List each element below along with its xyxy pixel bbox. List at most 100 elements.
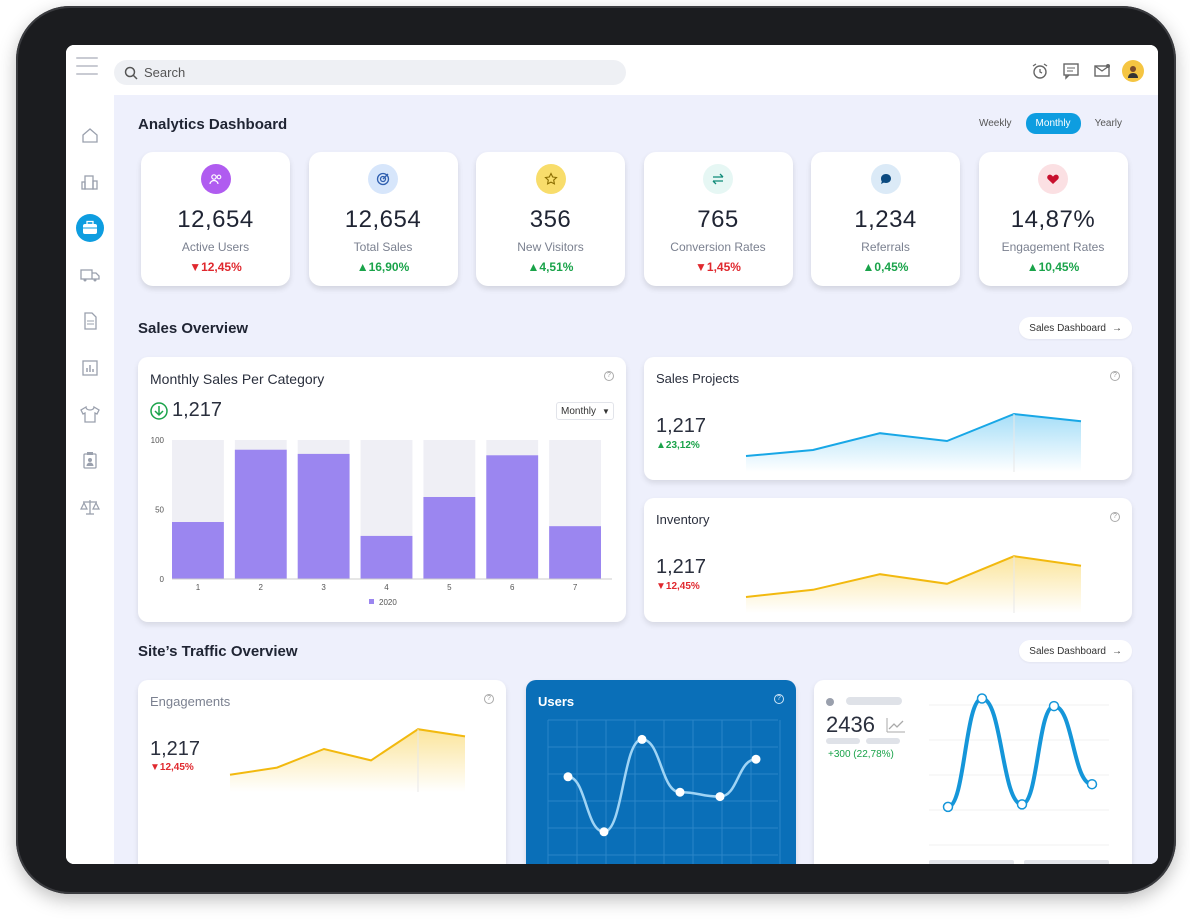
series-line: [947, 696, 1093, 809]
document-icon[interactable]: [76, 307, 104, 335]
sales-projects-title: Sales Projects: [656, 371, 740, 386]
kpi-value: 356: [529, 206, 572, 233]
traffic-overview-title: Site’s Traffic Overview: [138, 643, 298, 660]
area-fill: [230, 729, 465, 792]
kpi-card[interactable]: 12,654 Total Sales ▲16,90%: [308, 152, 458, 286]
data-point: [1086, 778, 1098, 790]
caret-down-icon: ▼: [602, 406, 610, 416]
top-bar: Search: [66, 45, 1158, 95]
stats-value: 2436: [826, 712, 875, 737]
star-icon: [535, 164, 566, 194]
shirt-icon[interactable]: [76, 400, 104, 428]
inventory-card: Inventory ? 1,217 ▼12,45%: [644, 498, 1132, 622]
bar: [486, 455, 539, 579]
message-icon[interactable]: [1060, 61, 1081, 82]
y-tick-label: 50: [155, 506, 164, 515]
help-icon[interactable]: ?: [774, 694, 784, 704]
data-point: [976, 693, 988, 704]
bar: [297, 453, 350, 579]
trend-icon: [886, 718, 905, 733]
period-dropdown[interactable]: Monthly ▼: [556, 402, 614, 420]
pie-icon: [826, 698, 834, 706]
kpi-value: 14,87%: [1010, 206, 1096, 233]
search-input[interactable]: Search: [114, 60, 626, 85]
clipboard-user-icon[interactable]: [76, 446, 104, 474]
scale-icon[interactable]: [76, 493, 104, 521]
kpi-label: Engagement Rates: [1001, 240, 1105, 254]
kpi-value: 12,654: [344, 206, 422, 233]
users-title: Users: [538, 694, 575, 709]
kpi-card[interactable]: 14,87% Engagement Rates ▲10,45%: [978, 152, 1128, 286]
stats-card: 2436 +300 (22,78%): [814, 680, 1132, 864]
dropdown-label: Monthly: [561, 405, 597, 417]
sales-projects-change: ▲23,12%: [656, 440, 700, 451]
help-icon[interactable]: ?: [1110, 512, 1120, 522]
sales-dashboard-button[interactable]: Sales Dashboard →: [1019, 317, 1132, 339]
kpi-label: New Visitors: [517, 240, 584, 254]
exchange-icon: [703, 164, 733, 194]
kpi-value: 765: [697, 206, 739, 233]
series-line: [229, 728, 466, 776]
target-icon: [368, 164, 398, 194]
dashboard-title: Analytics Dashboard: [138, 116, 288, 133]
arrow-down-circle-icon: [150, 401, 168, 420]
data-point: [675, 787, 685, 797]
x-tick-label: 6: [510, 583, 515, 592]
x-tick-label: 1: [196, 583, 201, 592]
data-point: [751, 754, 761, 764]
kpi-label: Referrals: [861, 240, 910, 254]
help-icon[interactable]: ?: [1110, 371, 1120, 381]
search-icon: [124, 66, 138, 80]
kpi-change: ▲0,45%: [862, 260, 909, 274]
period-monthly[interactable]: Monthly: [1025, 113, 1081, 134]
kpi-card[interactable]: 1,234 Referrals ▲0,45%: [811, 152, 960, 286]
arrow-right-icon: →: [1112, 645, 1122, 657]
users-card: Users ?: [526, 680, 796, 864]
search-placeholder: Search: [144, 65, 186, 80]
menu-icon[interactable]: [76, 57, 98, 75]
building-icon[interactable]: [76, 168, 104, 196]
kpi-card[interactable]: 765 Conversion Rates ▼1,45%: [643, 152, 793, 286]
home-icon[interactable]: [76, 121, 104, 149]
avatar[interactable]: [1122, 60, 1144, 82]
monthly-sales-value: 1,217: [172, 399, 223, 421]
kpi-change: ▲10,45%: [1026, 260, 1080, 274]
main-content: Analytics Dashboard Weekly Monthly Yearl…: [114, 95, 1158, 864]
legend-label: 2020: [379, 598, 397, 607]
inventory-chart: [745, 555, 1082, 613]
sales-projects-card: Sales Projects ? 1,217 ▲23,12%: [644, 357, 1132, 480]
period-yearly[interactable]: Yearly: [1094, 118, 1122, 129]
help-icon[interactable]: ?: [484, 694, 494, 704]
users-chart: [547, 719, 781, 864]
help-icon[interactable]: ?: [604, 371, 614, 381]
report-icon[interactable]: [76, 354, 104, 382]
tablet-frame: Search Analytics Dashboard Weekly Monthl…: [16, 6, 1176, 894]
data-point: [942, 801, 954, 813]
kpi-card[interactable]: 356 New Visitors ▲4,51%: [476, 152, 625, 286]
mail-icon[interactable]: [1091, 61, 1112, 82]
data-point: [1016, 799, 1028, 810]
kpi-change: ▼12,45%: [189, 260, 242, 274]
kpi-label: Total Sales: [353, 240, 413, 254]
data-point: [1048, 700, 1060, 712]
engagements-chart: [229, 728, 466, 792]
bar: [423, 496, 476, 579]
area-fill: [746, 414, 1081, 472]
monthly-sales-card: Monthly Sales Per Category ? 1,217 Month…: [138, 357, 626, 622]
traffic-dashboard-button[interactable]: Sales Dashboard →: [1019, 640, 1132, 662]
monthly-sales-title: Monthly Sales Per Category: [150, 371, 325, 387]
y-tick-label: 0: [160, 575, 165, 584]
bar: [172, 522, 224, 579]
kpi-label: Active Users: [181, 240, 250, 254]
kpi-value: 1,234: [854, 206, 917, 233]
data-point: [637, 734, 647, 744]
kpi-card[interactable]: 12,654 Active Users ▼12,45%: [141, 152, 290, 286]
kpi-label: Conversion Rates: [670, 240, 766, 254]
inventory-change: ▼12,45%: [656, 581, 700, 592]
period-weekly[interactable]: Weekly: [978, 118, 1012, 129]
bar-chart: 0 50 100 1 2 3 4 5 6 7 2020: [151, 436, 612, 607]
alarm-icon[interactable]: [1029, 61, 1050, 82]
briefcase-icon[interactable]: [76, 214, 104, 242]
truck-icon[interactable]: [76, 261, 104, 289]
series-line: [745, 555, 1082, 598]
